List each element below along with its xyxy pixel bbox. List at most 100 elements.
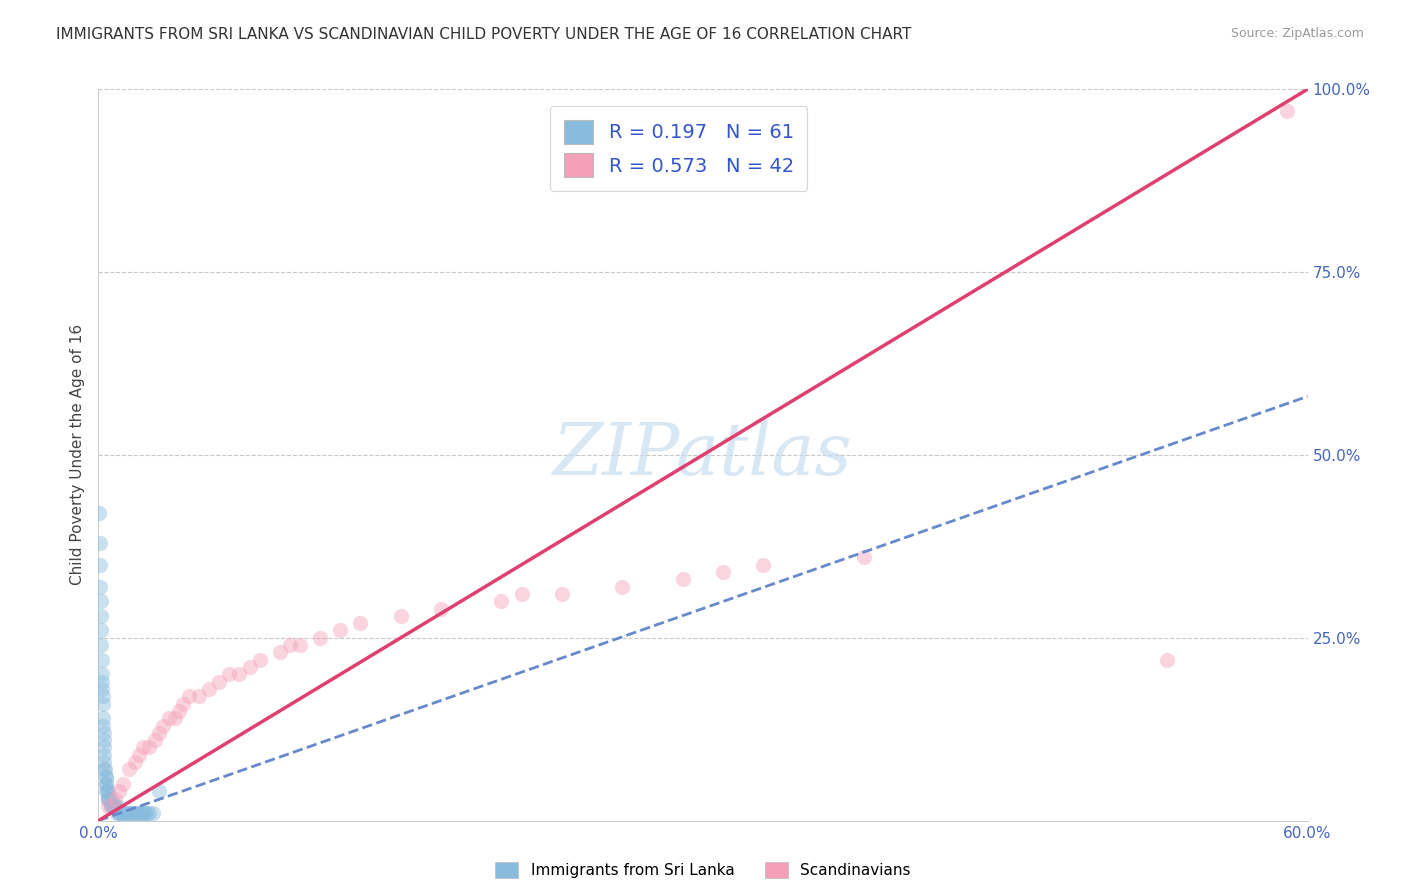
Point [97,791,120,805]
Point [288,638,311,652]
Point [198,681,221,696]
Point [100,791,122,805]
Point [152,718,174,732]
Point [148,784,170,798]
Point [132,740,155,755]
Point [93,733,115,747]
Point [128,747,150,762]
Point [96,777,118,791]
Point [142,806,165,821]
Point [97,784,120,798]
Point [101,799,124,814]
Point [107,806,129,821]
Point [329,624,352,638]
Point [91,690,114,704]
Legend: Immigrants from Sri Lanka, Scandinavians: Immigrants from Sri Lanka, Scandinavians [489,856,917,884]
Point [96,784,118,798]
Point [111,777,134,791]
Point [208,674,231,689]
Text: IMMIGRANTS FROM SRI LANKA VS SCANDINAVIAN CHILD POVERTY UNDER THE AGE OF 16 CORR: IMMIGRANTS FROM SRI LANKA VS SCANDINAVIA… [56,27,911,42]
Point [179,690,201,704]
Point [389,608,412,623]
Y-axis label: Child Poverty Under the Age of 16: Child Poverty Under the Age of 16 [69,325,84,585]
Point [96,784,118,798]
Point [157,711,180,725]
Point [96,770,118,784]
Point [672,572,695,586]
Point [97,799,120,814]
Point [124,806,146,821]
Point [96,777,118,791]
Point [96,770,118,784]
Point [105,799,128,814]
Point [309,631,332,645]
Point [91,681,114,696]
Point [228,667,250,681]
Point [249,653,271,667]
Point [103,799,125,814]
Point [138,740,160,755]
Point [132,806,155,821]
Point [103,791,125,805]
Point [90,624,112,638]
Point [93,747,115,762]
Point [90,608,112,623]
Point [218,667,240,681]
Point [91,667,114,681]
Point [269,645,291,659]
Point [118,806,141,821]
Point [124,755,146,769]
Point [103,799,125,814]
Point [93,718,115,732]
Point [711,565,734,579]
Point [138,806,160,821]
Point [121,806,143,821]
Point [551,587,574,601]
Point [134,806,156,821]
Point [97,791,120,805]
Point [1277,104,1299,119]
Point [148,726,170,740]
Point [349,616,371,631]
Point [1156,653,1178,667]
Point [120,806,142,821]
Point [167,704,190,718]
Point [100,799,122,814]
Point [93,711,115,725]
Point [91,697,114,711]
Point [128,806,150,821]
Point [239,660,262,674]
Point [90,638,112,652]
Point [129,806,152,821]
Point [97,791,120,805]
Point [93,726,115,740]
Point [91,653,114,667]
Point [853,550,876,565]
Point [107,806,129,821]
Point [105,806,128,821]
Point [278,638,301,652]
Point [90,594,112,608]
Point [114,806,136,821]
Point [163,711,186,725]
Point [125,806,148,821]
Point [93,763,115,777]
Point [107,784,129,798]
Text: Source: ZipAtlas.com: Source: ZipAtlas.com [1230,27,1364,40]
Point [93,755,115,769]
Point [752,558,775,572]
Point [135,806,157,821]
Point [115,806,138,821]
Point [100,799,122,814]
Point [93,740,115,755]
Legend: R = 0.197   N = 61, R = 0.573   N = 42: R = 0.197 N = 61, R = 0.573 N = 42 [550,106,807,191]
Point [111,806,134,821]
Point [89,580,111,594]
Point [110,806,132,821]
Point [510,587,533,601]
Point [89,558,111,572]
Point [172,697,194,711]
Point [89,507,111,521]
Point [118,763,141,777]
Point [143,733,166,747]
